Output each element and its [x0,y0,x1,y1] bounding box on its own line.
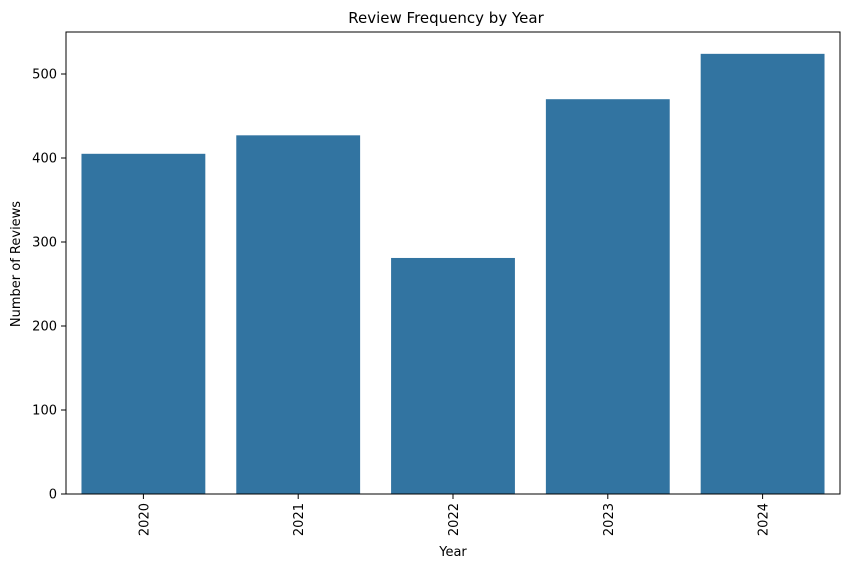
x-tick-label-2024: 2024 [757,503,772,536]
y-tick-label-300: 300 [32,236,57,251]
bars-group [81,53,825,495]
x-tick-label-2020: 2020 [137,503,152,536]
bar-2022 [391,257,515,494]
plot-area: 0 100 200 300 400 500 2020 2021 2022 2023 2024 [32,31,841,536]
y-axis: 0 100 200 300 400 500 [32,68,66,503]
x-tick-label-2022: 2022 [447,503,462,536]
chart-title: Review Frequency by Year [348,9,544,27]
y-tick-label-500: 500 [32,68,57,83]
plot-frame [65,31,841,495]
y-tick-label-100: 100 [32,404,57,419]
x-axis: 2020 2021 2022 2023 2024 [137,494,772,536]
x-axis-label: Year [438,545,467,560]
x-tick-label-2021: 2021 [292,503,307,536]
y-axis-label: Number of Reviews [9,201,24,327]
y-tick-label-400: 400 [32,152,57,167]
x-tick-label-2023: 2023 [602,503,617,536]
y-tick-label-200: 200 [32,320,57,335]
bar-2024 [700,53,825,495]
bar-2021 [236,135,361,494]
bar-2020 [81,153,206,495]
y-tick-label-0: 0 [49,488,57,503]
bar-2023 [545,99,670,494]
